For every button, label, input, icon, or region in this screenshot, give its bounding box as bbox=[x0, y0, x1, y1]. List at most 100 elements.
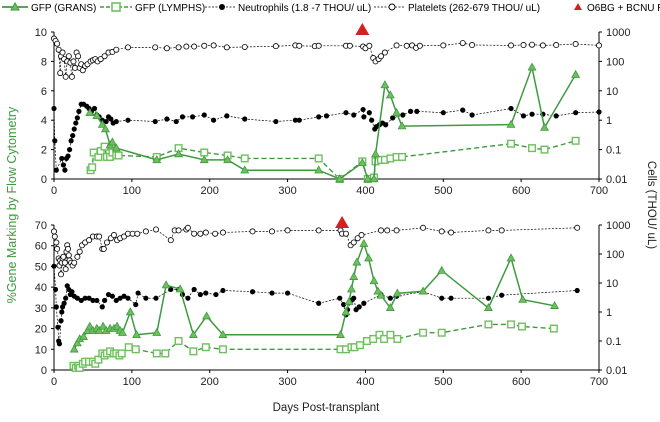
grans-point bbox=[506, 253, 516, 262]
left-y-tick-label: 20 bbox=[35, 324, 47, 336]
neutrophils-point bbox=[316, 300, 322, 306]
neutrophils-point bbox=[343, 110, 349, 116]
grans-point bbox=[94, 325, 104, 334]
lymphs-point bbox=[355, 341, 364, 350]
series-grans bbox=[69, 238, 560, 353]
neutrophils-point bbox=[71, 126, 77, 132]
neutrophils-point bbox=[117, 295, 123, 301]
grans-point bbox=[202, 311, 212, 320]
grans-point bbox=[371, 149, 381, 158]
grans-point bbox=[85, 108, 95, 117]
x-tick-label: 500 bbox=[434, 185, 452, 197]
grans-point bbox=[392, 288, 402, 297]
grans-point bbox=[98, 321, 108, 330]
neutrophils-point bbox=[360, 106, 366, 113]
panel-bottom: 0 100 200 300 400 500 600 700 0 10 20 30 40 50 60 70 0.0… bbox=[35, 216, 630, 388]
grans-point bbox=[373, 286, 383, 295]
lymphs-point bbox=[528, 144, 537, 153]
platelets-point bbox=[272, 43, 279, 50]
platelets-point bbox=[201, 42, 208, 49]
neutrophils-point bbox=[113, 297, 119, 304]
neutrophils-point bbox=[203, 290, 209, 296]
platelets-point bbox=[65, 245, 72, 252]
platelets-point bbox=[381, 49, 388, 56]
neutrophils-point bbox=[189, 114, 196, 120]
grans-point bbox=[152, 327, 162, 336]
left-y-tick-label: 2 bbox=[41, 145, 47, 157]
lymphs-point bbox=[161, 349, 170, 358]
right-y-tick-label: 0.1 bbox=[606, 336, 621, 348]
neutrophils-point bbox=[113, 118, 119, 125]
left-y-tick-label: 30 bbox=[35, 303, 47, 315]
platelets-point bbox=[393, 227, 400, 234]
series-platelets bbox=[51, 35, 603, 80]
grans-point bbox=[397, 121, 407, 130]
platelets-point bbox=[121, 233, 128, 240]
grans-point bbox=[335, 174, 345, 183]
series-lymphs bbox=[69, 320, 558, 372]
neutrophils-point bbox=[390, 115, 396, 121]
legend-item-lymphs: GFP (LYMPHS) bbox=[100, 2, 205, 14]
grans-point bbox=[363, 174, 373, 183]
legend-item-regimen: O6BG + BCNU Regimen bbox=[574, 3, 660, 14]
platelets-point bbox=[520, 42, 527, 49]
lymphs-point bbox=[571, 136, 580, 145]
legend-item-platelets: Platelets (262-679 THOU/ uL) bbox=[374, 3, 540, 14]
grans-point bbox=[92, 110, 102, 119]
platelets-point bbox=[403, 42, 410, 49]
neutrophils-point bbox=[573, 110, 579, 116]
grans-point bbox=[392, 108, 402, 117]
neutrophils-point bbox=[439, 295, 445, 301]
platelets-point bbox=[70, 58, 77, 65]
neutrophils-point bbox=[296, 117, 302, 123]
legend: GFP (GRANS) GFP (LYMPHS) Neutrophils (1.… bbox=[2, 1, 660, 14]
x-tick-label: 400 bbox=[356, 185, 374, 197]
left-y-tick-label: 10 bbox=[35, 27, 47, 39]
platelets-point bbox=[57, 70, 64, 77]
neutrophils-point bbox=[520, 113, 527, 119]
neutrophils-point bbox=[341, 301, 347, 308]
right-y-tick-label: 0.1 bbox=[606, 145, 621, 157]
neutrophils-point bbox=[414, 108, 420, 114]
neutrophils-point bbox=[53, 304, 59, 310]
x-tick-label: 500 bbox=[434, 376, 452, 388]
neutrophils-point bbox=[62, 167, 68, 173]
platelets-point bbox=[440, 42, 447, 49]
lymphs-point bbox=[131, 345, 140, 354]
grans-point bbox=[82, 325, 92, 334]
neutrophils-point bbox=[316, 114, 322, 120]
legend-platelets-label: Platelets (262-679 THOU/ uL) bbox=[408, 3, 540, 14]
neutrophils-point bbox=[369, 117, 375, 123]
platelets-point bbox=[100, 245, 107, 252]
grans-point bbox=[418, 286, 428, 295]
lymphs-point bbox=[398, 152, 407, 161]
neutrophils-point bbox=[69, 289, 75, 295]
right-axis-title: Cells (THOU/ uL) bbox=[645, 161, 657, 249]
panel-top: 0 100 200 300 400 500 600 700 0 2 4 6 8 10 0.01 0.1 1 10 1… bbox=[35, 23, 630, 197]
platelets-point bbox=[315, 42, 322, 49]
platelets-point bbox=[191, 230, 198, 237]
legend-platelets-circle-icon bbox=[388, 3, 396, 11]
platelets-point bbox=[342, 230, 349, 237]
left-y-tick-label: 6 bbox=[41, 86, 47, 98]
neutrophils-point bbox=[94, 297, 100, 304]
platelets-point bbox=[124, 44, 131, 51]
neutrophils-point bbox=[249, 289, 256, 295]
neutrophils-point bbox=[407, 108, 414, 114]
right-y-tick-label: 100 bbox=[606, 249, 624, 261]
grans-point bbox=[188, 329, 198, 338]
platelets-point bbox=[346, 42, 353, 49]
lymphs-point bbox=[393, 334, 402, 343]
neutrophils-point bbox=[125, 117, 131, 123]
platelets-point bbox=[384, 227, 391, 234]
neutrophils-point bbox=[197, 291, 203, 298]
grans-point bbox=[359, 238, 369, 247]
legend-lymphs-square-icon bbox=[111, 2, 121, 12]
neutrophils-point bbox=[211, 117, 217, 123]
neutrophils-point bbox=[74, 295, 80, 301]
x-tick-label: 100 bbox=[123, 376, 141, 388]
neutrophils-point bbox=[133, 301, 139, 308]
platelets-point bbox=[62, 73, 69, 80]
neutrophils-point bbox=[366, 110, 372, 116]
